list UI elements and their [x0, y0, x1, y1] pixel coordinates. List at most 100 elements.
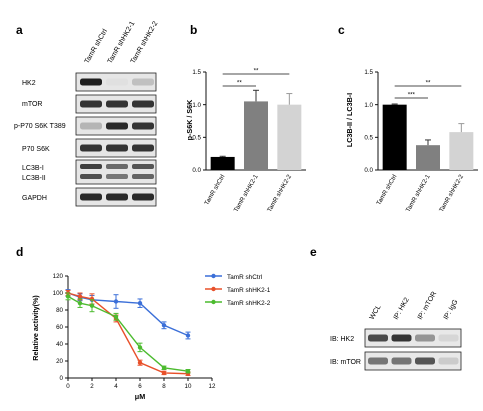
- y-tick-label: 120: [53, 273, 64, 280]
- blot-band: [391, 357, 412, 365]
- legend-marker: [211, 273, 216, 279]
- blot-band: [106, 144, 128, 152]
- x-axis-title: μM: [135, 392, 145, 401]
- x-tick-label: 0: [66, 383, 70, 390]
- data-point: [161, 370, 167, 376]
- blot-band: [80, 144, 102, 152]
- legend-label: TamR shHK2-1: [227, 287, 271, 294]
- x-tick-label: TamR shHK2-2: [266, 173, 293, 213]
- lane-label: IP: HK2: [393, 297, 411, 321]
- panel-a: a TamR shCtrl TamR shHK2-1 TamR shHK2-2 …: [14, 20, 160, 207]
- line-chart-d: 0 20 40 60 80 100 120 0 2 4 6 8 10 12: [53, 273, 222, 390]
- x-tick-label: 4: [114, 383, 118, 390]
- significance-label: ***: [408, 92, 416, 99]
- blot-band: [415, 357, 435, 365]
- data-point: [137, 345, 143, 350]
- data-point: [161, 365, 167, 370]
- blot-strip: [75, 159, 157, 185]
- blot-row-label: IB: HK2: [330, 336, 354, 343]
- blot-band: [438, 357, 459, 365]
- panel-b: b p-S6K / S6K 0.0 0.5 1.0 1.5 TamR shCtrl Tam…: [185, 23, 306, 213]
- significance-label: **: [426, 80, 431, 87]
- data-point: [89, 303, 95, 308]
- blot-row-label: p-P70 S6K T389: [14, 123, 66, 130]
- y-tick-label: 20: [56, 358, 63, 365]
- x-tick-label: TamR shHK2-2: [438, 173, 465, 213]
- bar: [277, 104, 302, 170]
- y-tick-label: 0.5: [192, 135, 201, 142]
- y-tick-label: 1.0: [364, 102, 373, 109]
- y-axis-title: LC3B-II / LC3B-I: [345, 93, 354, 147]
- x-tick-label: 6: [138, 383, 142, 390]
- data-point: [113, 299, 119, 304]
- y-tick-label: 100: [53, 290, 64, 297]
- blot-row-label: P70 S6K: [22, 146, 50, 153]
- data-point: [113, 314, 119, 319]
- legend-marker: [211, 286, 216, 292]
- series-line: [67, 295, 189, 372]
- series-line: [67, 292, 189, 337]
- bar: [416, 145, 440, 170]
- blot-band: [391, 334, 412, 342]
- blot-band: [80, 122, 102, 130]
- data-point: [65, 294, 71, 299]
- blot-row-label: LC3B-I: [22, 165, 44, 172]
- blot-band: [368, 357, 388, 365]
- y-axis-title: Relative activity(%): [31, 295, 40, 361]
- blot-row-label: HK2: [22, 80, 36, 87]
- data-point: [161, 323, 167, 328]
- bar: [449, 132, 474, 170]
- bar: [244, 101, 268, 170]
- blot-band: [368, 334, 388, 342]
- panel-e: e WCL IP: HK2 IP: mTOR IP: IgG IB: HK2 I…: [310, 245, 462, 371]
- data-point: [185, 369, 191, 374]
- x-tick-label: TamR shHK2-1: [405, 173, 432, 213]
- blot-band: [438, 334, 459, 342]
- lane-label: WCL: [369, 304, 383, 321]
- data-point: [137, 301, 143, 306]
- blot-row-label: GAPDH: [22, 195, 47, 202]
- blot-band: [132, 174, 154, 179]
- blot-row-label: mTOR: [22, 101, 42, 108]
- blot-strip: [364, 328, 462, 348]
- blot-band: [106, 164, 128, 169]
- blot-band: [106, 174, 128, 179]
- panel-letter-c: c: [338, 23, 345, 37]
- x-tick-label: 12: [209, 383, 216, 390]
- blot-band: [80, 100, 102, 108]
- data-point: [77, 301, 83, 306]
- x-tick-label: TamR shCtrl: [203, 174, 226, 207]
- significance-label: **: [237, 80, 242, 87]
- blot-band: [132, 122, 154, 130]
- panel-d: d Relative activity(%) μM 02040608010012…: [16, 245, 271, 401]
- blot-band: [106, 78, 128, 86]
- panel-c: c LC3B-II / LC3B-I 0.0 0.5 1.0 1.5 TamR shCt…: [338, 23, 478, 213]
- legend-label: TamR shHK2-2: [227, 300, 271, 307]
- blot-band: [106, 122, 128, 130]
- y-tick-label: 1.5: [364, 69, 373, 76]
- panel-letter-e: e: [310, 245, 317, 259]
- blot-band: [415, 334, 435, 342]
- western-blot-a: [75, 72, 157, 207]
- legend: TamR shCtrl TamR shHK2-1 TamR shHK2-2: [227, 274, 271, 307]
- panel-letter-a: a: [16, 23, 23, 37]
- x-tick-label: TamR shCtrl: [375, 174, 398, 207]
- blot-row-label: IB: mTOR: [330, 359, 361, 366]
- y-tick-label: 60: [56, 324, 63, 331]
- panel-letter-b: b: [190, 23, 197, 37]
- y-axis-title: p-S6K / S6K: [185, 99, 194, 141]
- blot-band: [80, 164, 102, 169]
- x-tick-label: 2: [90, 383, 94, 390]
- blot-band: [106, 193, 128, 201]
- data-point: [185, 333, 191, 338]
- data-point: [77, 294, 83, 299]
- panel-letter-d: d: [16, 245, 23, 259]
- blot-row-label: LC3B-II: [22, 175, 46, 182]
- legend-marker: [211, 299, 216, 305]
- lane-label: IP: mTOR: [417, 291, 439, 321]
- x-tick-label: TamR shHK2-1: [233, 173, 260, 213]
- blot-band: [132, 193, 154, 201]
- blot-band: [80, 78, 102, 86]
- blot-band: [132, 100, 154, 108]
